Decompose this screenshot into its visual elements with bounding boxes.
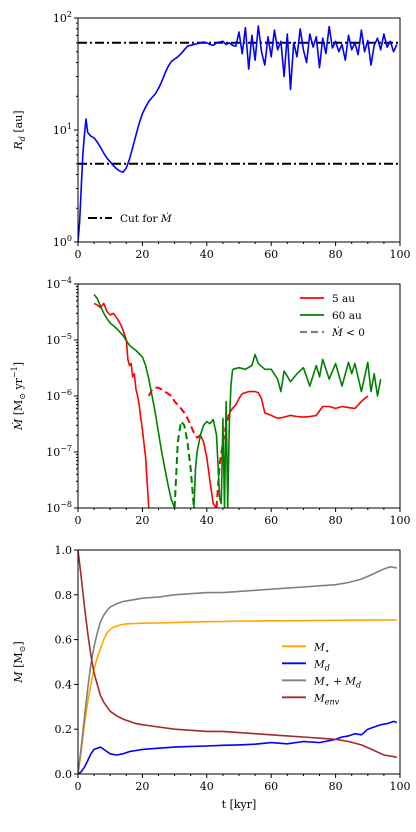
legend-label: Cut for Ṁ (120, 211, 172, 225)
series-line-1-seg-1 (78, 619, 397, 774)
x-tick-label: 60 (264, 514, 278, 527)
x-tick-label: 40 (200, 514, 214, 527)
legend-label: 60 au (332, 310, 362, 322)
legend-item-1: M⋆ (282, 641, 330, 655)
legend-label: Ṁ < 0 (331, 325, 365, 339)
legend-item-cut: Cut for Ṁ (88, 211, 172, 225)
x-axis-label: t [kyr] (222, 798, 257, 811)
y-tick-label: 0.4 (55, 678, 73, 691)
plot-area (93, 294, 382, 508)
x-tick-label: 0 (75, 248, 82, 261)
x-tick-label: 20 (135, 514, 149, 527)
y-tick-label: 10−6 (46, 388, 72, 403)
y-tick-label: 0.0 (55, 768, 73, 781)
x-tick-label: 40 (200, 780, 214, 793)
x-tick-label: 0 (75, 514, 82, 527)
axes-frame (77, 17, 401, 243)
y-tick-label: 0.2 (55, 723, 73, 736)
legend-item-3: M⋆ + Md (282, 675, 361, 689)
series-line-1-seg-3 (199, 434, 218, 508)
plot-area (78, 25, 400, 242)
series-line-1-seg-5 (228, 390, 369, 420)
x-tick-label: 100 (390, 780, 411, 793)
y-axis-label: Rd [au] (12, 110, 27, 150)
x-tick-label: 0 (75, 780, 82, 793)
y-tick-label: 10−7 (46, 444, 72, 459)
plot-area (78, 550, 398, 774)
x-tick-label: 20 (135, 248, 149, 261)
x-tick-label: 60 (264, 780, 278, 793)
legend-label: Menv (313, 692, 340, 706)
x-tick-label: 40 (200, 248, 214, 261)
series-line-1-seg-2 (147, 386, 202, 439)
y-tick-label: 101 (53, 122, 72, 137)
series-line-2-seg-4 (232, 353, 382, 397)
series-line-1-seg-1 (93, 302, 150, 508)
x-tick-label: 60 (264, 248, 278, 261)
series-line-2-seg-3 (193, 369, 234, 508)
panel-1: 0 20 40 60 80 100 100 101 102 Rd [au] Cut for Ṁ (12, 10, 411, 261)
y-tick-label: 0.8 (55, 589, 73, 602)
y-tick-label: 102 (53, 10, 72, 25)
series-line-4-seg-1 (78, 550, 397, 758)
legend-item-60au: 60 au (300, 310, 362, 322)
y-tick-label: 10−4 (46, 276, 72, 291)
legend-label: 5 au (332, 293, 355, 305)
y-tick-label: 10−8 (46, 500, 72, 515)
y-tick-label: 1.0 (55, 544, 73, 557)
x-tick-label: 20 (135, 780, 149, 793)
legend-item-2: Md (282, 658, 330, 672)
axes-frame (77, 549, 401, 775)
x-tick-label: 80 (329, 248, 343, 261)
legend-label: Md (313, 658, 330, 672)
series-line-2-seg-1 (93, 294, 176, 508)
x-tick-label: 80 (329, 514, 343, 527)
legend-label: M⋆ + Md (313, 675, 361, 689)
series-line-2-seg-1 (78, 720, 398, 774)
series-line-3-seg-1 (78, 25, 398, 242)
series-line-2-seg-2 (173, 420, 195, 508)
x-tick-label: 100 (390, 514, 411, 527)
x-tick-label: 80 (329, 780, 343, 793)
panel-3: 0 20 40 60 80 100 0.0 0.2 0.4 0.6 0.8 1.0 M [M⊙] t [k… (12, 544, 411, 811)
panel-2: 0 20 40 60 80 100 10−8 10−7 10−6 10−5 10−4 Ṁ [M⊙ yr… (10, 276, 411, 527)
y-tick-label: 0.6 (55, 634, 73, 647)
legend-item-negative: Ṁ < 0 (300, 325, 365, 339)
x-tick-label: 100 (390, 248, 411, 261)
series-line-3-seg-1 (78, 566, 397, 774)
y-axis-label: Ṁ [M⊙ yr−1] (10, 362, 27, 431)
y-tick-label: 100 (53, 234, 72, 249)
y-axis-label: M [M⊙] (12, 641, 27, 683)
legend-label: M⋆ (313, 641, 330, 655)
y-tick-label: 10−5 (46, 332, 72, 347)
legend-item-4: Menv (282, 692, 340, 706)
legend-item-5au: 5 au (300, 293, 355, 305)
